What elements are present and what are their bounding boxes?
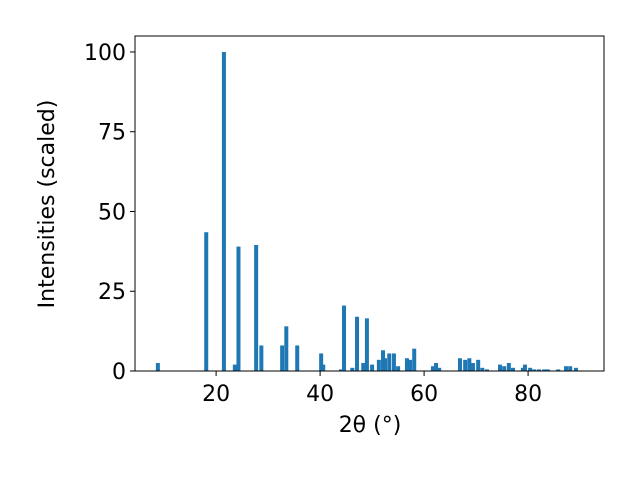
bar xyxy=(511,367,516,371)
y-tick-label: 0 xyxy=(112,360,126,385)
bar xyxy=(259,345,264,371)
bar xyxy=(502,366,507,371)
bar xyxy=(537,369,542,371)
bar xyxy=(370,364,375,371)
bar xyxy=(498,364,503,371)
bar xyxy=(361,363,366,371)
bar xyxy=(342,305,347,371)
bar xyxy=(564,366,569,371)
bar xyxy=(391,353,396,371)
bar xyxy=(383,358,388,371)
bar xyxy=(522,364,527,371)
bar xyxy=(376,359,381,371)
bar xyxy=(568,366,573,371)
bar xyxy=(532,369,537,371)
bar xyxy=(467,358,472,371)
bar xyxy=(280,345,285,371)
bar xyxy=(485,369,490,371)
bar xyxy=(155,363,160,371)
bar xyxy=(542,369,547,371)
x-tick-label: 60 xyxy=(410,382,438,407)
bar xyxy=(463,359,468,371)
bar xyxy=(545,369,550,371)
bar xyxy=(437,367,442,371)
bar xyxy=(528,367,533,371)
bar xyxy=(506,363,511,371)
bar xyxy=(319,353,324,371)
bar xyxy=(221,51,226,371)
bar xyxy=(457,358,462,371)
bar xyxy=(396,366,401,371)
bar xyxy=(355,316,360,371)
bar xyxy=(284,326,289,371)
x-tick-label: 40 xyxy=(306,382,334,407)
bar xyxy=(232,364,237,371)
bar xyxy=(204,232,209,371)
y-tick-label: 75 xyxy=(98,121,126,146)
bar xyxy=(295,345,300,371)
y-tick-label: 50 xyxy=(98,200,126,225)
bar xyxy=(412,348,417,371)
bar xyxy=(476,359,481,371)
y-tick-label: 100 xyxy=(84,41,126,66)
bar xyxy=(236,246,241,371)
bar xyxy=(321,364,326,371)
bar xyxy=(520,367,525,371)
bar xyxy=(381,350,386,371)
bar xyxy=(480,367,485,371)
bar xyxy=(404,358,409,371)
y-axis-label: Intensities (scaled) xyxy=(35,100,60,309)
bar xyxy=(254,244,259,371)
bar xyxy=(556,369,561,371)
bar xyxy=(350,367,355,371)
bar xyxy=(338,369,343,371)
bar xyxy=(470,363,475,371)
y-tick-label: 25 xyxy=(98,280,126,305)
x-tick-label: 20 xyxy=(202,382,230,407)
bar xyxy=(387,353,392,371)
bar xyxy=(364,318,369,371)
x-axis-label: 2θ (°) xyxy=(339,413,402,438)
bar xyxy=(573,367,578,371)
x-tick-label: 80 xyxy=(514,382,542,407)
bar xyxy=(430,366,435,371)
bar xyxy=(434,363,439,371)
plot-frame xyxy=(134,35,605,372)
bar xyxy=(408,359,413,371)
